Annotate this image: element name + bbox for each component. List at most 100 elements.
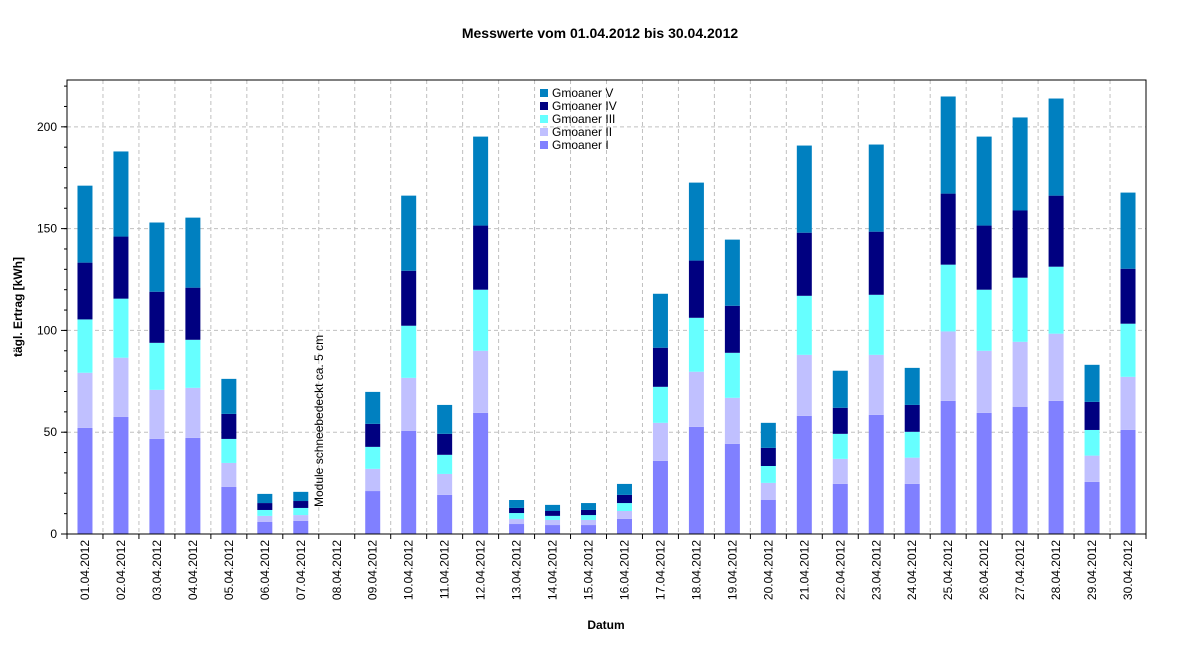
bar-segment	[473, 136, 489, 226]
bar-segment	[688, 182, 704, 261]
bar-segment	[185, 339, 201, 388]
bar-segment	[473, 412, 489, 534]
x-tick-label: 16.04.2012	[617, 540, 631, 600]
bar-segment	[940, 96, 956, 194]
bar-segment	[1048, 195, 1064, 267]
bar-segment	[473, 350, 489, 413]
legend-label: Gmoaner I	[552, 138, 609, 152]
bar-segment	[149, 291, 165, 343]
y-tick-label: 100	[37, 323, 57, 337]
x-tick-label: 24.04.2012	[905, 540, 919, 600]
bar-segment	[832, 433, 848, 459]
y-tick-label: 0	[50, 527, 57, 541]
bar-segment	[652, 293, 668, 348]
bar-segment	[868, 354, 884, 415]
x-tick-label: 18.04.2012	[689, 540, 703, 600]
bar-segment	[581, 519, 597, 526]
bar-segment	[185, 287, 201, 340]
bar-segment	[652, 422, 668, 461]
bar-segment	[688, 371, 704, 427]
bar-segment	[976, 289, 992, 351]
bar-segment	[652, 386, 668, 423]
bar-segment	[149, 438, 165, 534]
bar-segment	[257, 521, 273, 534]
bar-segment	[437, 404, 453, 434]
bar-segment	[1048, 98, 1064, 196]
bar-segment	[185, 437, 201, 534]
bar-segment	[257, 509, 273, 516]
bar-segment	[509, 507, 525, 514]
bars	[77, 96, 1136, 534]
legend-swatch	[540, 115, 548, 123]
bar-segment	[688, 426, 704, 534]
x-tick-label: 21.04.2012	[797, 540, 811, 600]
bar-segment	[257, 493, 273, 504]
bar-segment	[1012, 117, 1028, 211]
x-tick-label: 29.04.2012	[1085, 540, 1099, 600]
x-tick-label: 27.04.2012	[1013, 540, 1027, 600]
bar-segment	[293, 520, 309, 534]
bar-segment	[976, 350, 992, 413]
bar-segment	[581, 509, 597, 516]
legend-label: Gmoaner IV	[552, 99, 617, 113]
bar-segment	[185, 387, 201, 438]
bar-segment	[545, 519, 561, 526]
bar-segment	[113, 416, 129, 534]
bar-segment	[616, 510, 632, 519]
bar-segment	[113, 298, 129, 358]
bar-segment	[113, 236, 129, 299]
x-tick-label: 08.04.2012	[330, 540, 344, 600]
bar-segment	[832, 458, 848, 484]
legend-swatch	[540, 102, 548, 110]
bar-segment	[868, 294, 884, 355]
bar-segment	[796, 415, 812, 534]
bar-segment	[77, 427, 93, 534]
bar-segment	[473, 225, 489, 290]
bar-segment	[796, 354, 812, 416]
bar-segment	[77, 319, 93, 373]
bar-segment	[581, 503, 597, 510]
bar-segment	[113, 357, 129, 417]
chart-title: Messwerte vom 01.04.2012 bis 30.04.2012	[462, 25, 739, 41]
bar-segment	[904, 431, 920, 458]
bar-segment	[581, 515, 597, 520]
bar-segment	[221, 413, 237, 439]
y-axis-label: tägl. Ertrag [kWh]	[11, 257, 25, 357]
bar-segment	[257, 503, 273, 510]
bar-segment	[221, 486, 237, 534]
bar-segment	[221, 378, 237, 414]
bar-segment	[940, 193, 956, 265]
x-tick-label: 28.04.2012	[1049, 540, 1063, 600]
bar-segment	[437, 454, 453, 474]
bar-segment	[904, 404, 920, 432]
x-tick-label: 12.04.2012	[474, 540, 488, 600]
bar-segment	[904, 457, 920, 484]
legend-swatch	[540, 89, 548, 97]
bar-segment	[401, 430, 417, 534]
bar-segment	[724, 239, 740, 306]
bar-segment	[221, 438, 237, 463]
bar-segment	[509, 513, 525, 519]
bar-segment	[760, 466, 776, 483]
x-tick-label: 22.04.2012	[833, 540, 847, 600]
bar-segment	[293, 507, 309, 516]
bar-segment	[1048, 333, 1064, 401]
bar-segment	[868, 231, 884, 295]
bar-segment	[940, 331, 956, 401]
legend-swatch	[540, 128, 548, 136]
bar-segment	[113, 151, 129, 237]
bar-segment	[401, 270, 417, 326]
bar-segment	[940, 400, 956, 534]
x-tick-label: 13.04.2012	[510, 540, 524, 600]
bar-segment	[868, 144, 884, 232]
bar-segment	[1012, 406, 1028, 534]
bar-segment	[616, 503, 632, 511]
bar-segment	[221, 462, 237, 487]
x-tick-label: 30.04.2012	[1121, 540, 1135, 600]
bar-segment	[401, 195, 417, 271]
x-tick-label: 02.04.2012	[114, 540, 128, 600]
x-tick-label: 20.04.2012	[761, 540, 775, 600]
bar-segment	[437, 494, 453, 534]
bar-segment	[545, 504, 561, 511]
